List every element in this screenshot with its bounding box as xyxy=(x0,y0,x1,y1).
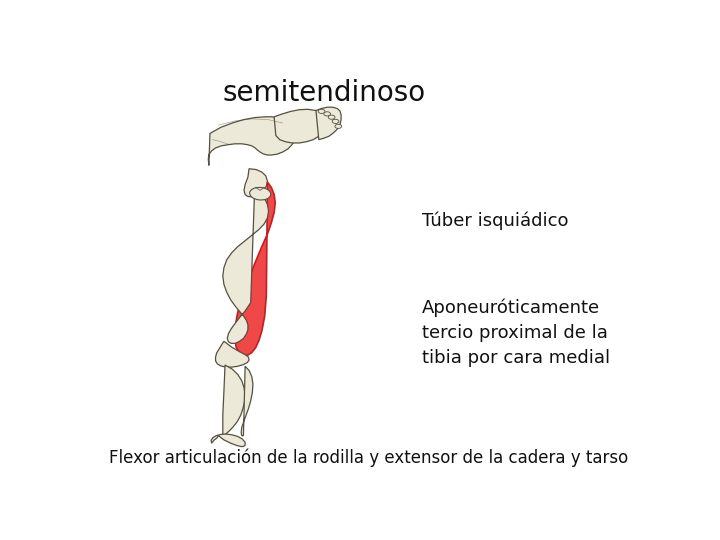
Ellipse shape xyxy=(324,112,330,116)
Polygon shape xyxy=(244,168,267,197)
Polygon shape xyxy=(222,365,245,437)
Polygon shape xyxy=(274,109,326,143)
Polygon shape xyxy=(215,341,249,367)
Polygon shape xyxy=(208,117,295,165)
Text: Túber isquiádico: Túber isquiádico xyxy=(422,212,569,230)
Polygon shape xyxy=(316,107,341,140)
Ellipse shape xyxy=(332,119,339,124)
Ellipse shape xyxy=(335,124,342,129)
Polygon shape xyxy=(241,366,253,436)
Ellipse shape xyxy=(250,187,271,200)
Text: Flexor articulación de la rodilla y extensor de la cadera y tarso: Flexor articulación de la rodilla y exte… xyxy=(109,449,629,467)
Polygon shape xyxy=(211,434,245,447)
Text: semitendinoso: semitendinoso xyxy=(222,79,426,107)
Text: Aponeuróticamente
tercio proximal de la
tibia por cara medial: Aponeuróticamente tercio proximal de la … xyxy=(422,299,610,367)
Ellipse shape xyxy=(328,115,335,119)
Polygon shape xyxy=(222,190,269,343)
Polygon shape xyxy=(235,182,275,355)
Ellipse shape xyxy=(318,109,325,113)
